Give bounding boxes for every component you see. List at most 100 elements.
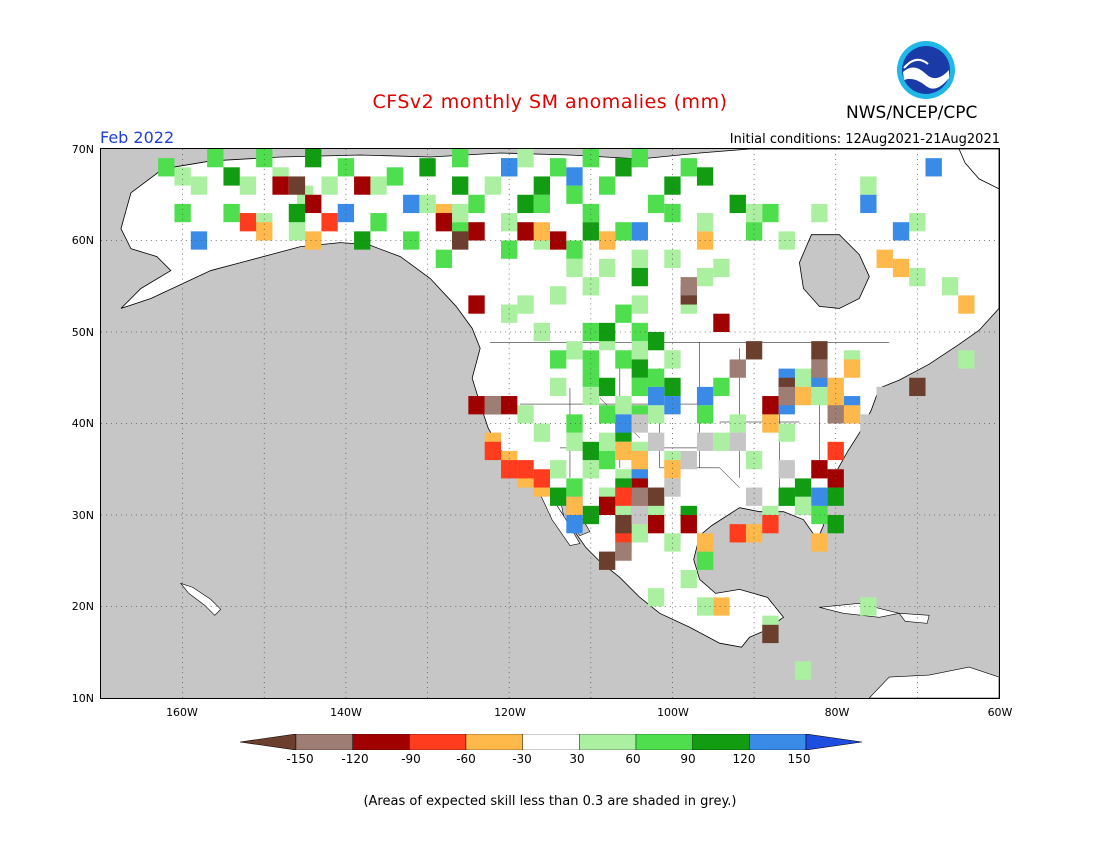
anomaly-cell-green bbox=[647, 194, 665, 214]
anomaly-cell-green bbox=[713, 377, 730, 397]
legend-label: 60 bbox=[625, 752, 641, 766]
anomaly-cell-green-light bbox=[631, 341, 648, 360]
anomaly-cell-orange bbox=[843, 405, 861, 424]
anomaly-cell-grey-over-land bbox=[729, 432, 746, 451]
anomaly-cell-brown-light bbox=[827, 405, 844, 424]
anomaly-cell-green-dark bbox=[582, 222, 599, 241]
anomaly-cell-blue bbox=[647, 386, 665, 406]
anomaly-cell-green-light bbox=[582, 277, 599, 296]
anomaly-cell-red-orange bbox=[533, 469, 550, 488]
soil-moisture-map bbox=[100, 148, 1000, 699]
anomaly-cell-green-dark bbox=[223, 167, 240, 186]
anomaly-cell-brown-light bbox=[811, 359, 828, 378]
anomaly-cell-green-dark bbox=[598, 377, 616, 397]
anomaly-cell-green bbox=[223, 203, 240, 223]
anomaly-cell-green-light bbox=[582, 386, 599, 406]
anomaly-cell-orange bbox=[713, 597, 730, 616]
anomaly-cell-green-light bbox=[631, 249, 648, 268]
anomaly-cell-green bbox=[598, 405, 616, 424]
anomaly-cell-blue bbox=[925, 158, 942, 177]
anomaly-cell-green-light bbox=[647, 405, 665, 424]
anomaly-cell-green-light bbox=[713, 432, 730, 451]
lat-tick-40n: 40N bbox=[71, 417, 94, 430]
anomaly-cell-green-light bbox=[860, 597, 877, 616]
anomaly-cell-green bbox=[256, 149, 273, 168]
anomaly-cell-green bbox=[647, 368, 665, 387]
anomaly-cell-green bbox=[533, 194, 550, 214]
anomaly-cell-orange bbox=[664, 460, 681, 479]
anomaly-cell-red-orange bbox=[827, 441, 844, 461]
anomaly-cell-orange bbox=[615, 441, 632, 461]
anomaly-cell-red-dark bbox=[435, 213, 453, 232]
anomaly-cell-orange bbox=[794, 386, 812, 406]
anomaly-cell-green bbox=[631, 149, 648, 168]
anomaly-cell-green-dark bbox=[664, 377, 681, 397]
anomaly-cell-green bbox=[582, 350, 599, 369]
anomaly-cell-green-light bbox=[370, 176, 387, 195]
anomaly-cell-green-light bbox=[550, 377, 567, 397]
anomaly-cell-green-light bbox=[533, 322, 550, 342]
legend-label: 30 bbox=[569, 752, 585, 766]
legend-swatch bbox=[295, 734, 353, 750]
anomaly-cell-green-light bbox=[321, 176, 338, 195]
anomaly-cell-green bbox=[501, 240, 518, 259]
anomaly-cell-green bbox=[550, 350, 567, 369]
lon-tick-60w: 60W bbox=[987, 706, 1013, 719]
anomaly-cell-blue bbox=[631, 222, 648, 241]
anomaly-cell-green bbox=[566, 185, 583, 204]
anomaly-cell-grey-over-land bbox=[696, 432, 714, 451]
anomaly-cell-green-light bbox=[778, 423, 795, 442]
anomaly-cell-green bbox=[582, 203, 599, 223]
anomaly-cell-green bbox=[435, 249, 453, 268]
anomaly-cell-red-dark bbox=[468, 396, 485, 415]
anomaly-cell-red-orange bbox=[762, 515, 779, 534]
anomaly-cell-brown bbox=[909, 377, 926, 397]
anomaly-cell-orange bbox=[598, 231, 616, 250]
anomaly-cell-green-dark bbox=[827, 487, 844, 506]
anomaly-cell-green-light bbox=[713, 258, 730, 278]
anomaly-cell-green-dark bbox=[647, 332, 665, 351]
anomaly-cell-green bbox=[370, 213, 387, 232]
anomaly-cell-green-light bbox=[288, 222, 306, 241]
anomaly-cell-orange bbox=[843, 359, 861, 378]
anomaly-cell-blue bbox=[811, 487, 828, 506]
anomaly-cell-orange bbox=[566, 496, 583, 515]
anomaly-cell-green-light bbox=[745, 450, 763, 470]
anomaly-cell-green-light bbox=[615, 396, 632, 415]
anomaly-cell-green bbox=[615, 350, 632, 369]
anomaly-cell-green-dark bbox=[288, 203, 306, 223]
anomaly-cell-green-light bbox=[598, 432, 616, 451]
initial-conditions: Initial conditions: 12Aug2021-21Aug2021 bbox=[729, 132, 1000, 147]
anomaly-cell-green-dark bbox=[631, 359, 648, 378]
anomaly-cell-red-dark bbox=[680, 515, 697, 534]
anomaly-cell-green-dark bbox=[664, 176, 681, 195]
anomaly-cell-green-dark bbox=[354, 231, 371, 250]
anomaly-cell-red-dark bbox=[713, 313, 730, 332]
legend-swatch bbox=[579, 734, 637, 750]
anomaly-cell-green-light bbox=[174, 167, 191, 186]
anomaly-cell-red-dark bbox=[272, 176, 289, 195]
legend-label: 150 bbox=[787, 752, 811, 766]
anomaly-cell-brown-light bbox=[631, 487, 648, 506]
lat-tick-70n: 70N bbox=[71, 143, 94, 156]
anomaly-cell-green-dark bbox=[533, 176, 550, 195]
anomaly-cell-grey-over-land bbox=[811, 661, 828, 680]
anomaly-cells bbox=[158, 149, 975, 680]
anomaly-cell-green-light bbox=[745, 203, 763, 223]
anomaly-cell-grey-over-land bbox=[778, 643, 795, 662]
anomaly-cell-orange bbox=[827, 377, 844, 397]
anomaly-cell-brown-light bbox=[778, 386, 795, 406]
anomaly-cell-grey-over-land bbox=[876, 386, 893, 406]
anomaly-cell-green bbox=[598, 450, 616, 470]
anomaly-cell-red-dark bbox=[598, 496, 616, 515]
anomaly-cell-green-light bbox=[501, 213, 518, 232]
anomaly-cell-green bbox=[452, 149, 469, 168]
legend-swatch bbox=[409, 734, 467, 750]
anomaly-cell-red-dark bbox=[550, 231, 567, 250]
anomaly-cell-blue bbox=[696, 386, 714, 406]
anomaly-cell-green-light bbox=[452, 203, 469, 223]
anomaly-cell-blue bbox=[566, 167, 583, 186]
anomaly-cell-green bbox=[174, 203, 191, 223]
anomaly-cell-red-dark bbox=[354, 176, 371, 195]
anomaly-cell-blue bbox=[892, 222, 910, 241]
